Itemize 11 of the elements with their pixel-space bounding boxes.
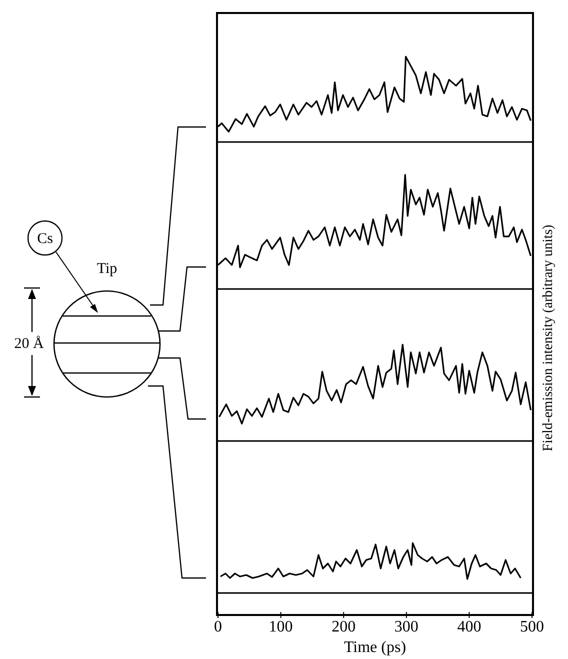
x-tick-label: 0: [214, 618, 222, 636]
x-tick-label: 400: [457, 618, 482, 636]
y-axis-title: Field-emission intensity (arbitrary units): [541, 224, 556, 452]
x-tick-label: 100: [268, 618, 293, 636]
text: 20 Å: [14, 335, 44, 352]
text: Tip: [96, 261, 118, 277]
x-axis-title: Time (ps): [342, 638, 408, 658]
x-tick-label: 500: [520, 618, 544, 636]
text: Cs: [37, 231, 54, 247]
x-tick-label: 300: [394, 618, 418, 636]
x-tick-label: 200: [332, 618, 356, 636]
